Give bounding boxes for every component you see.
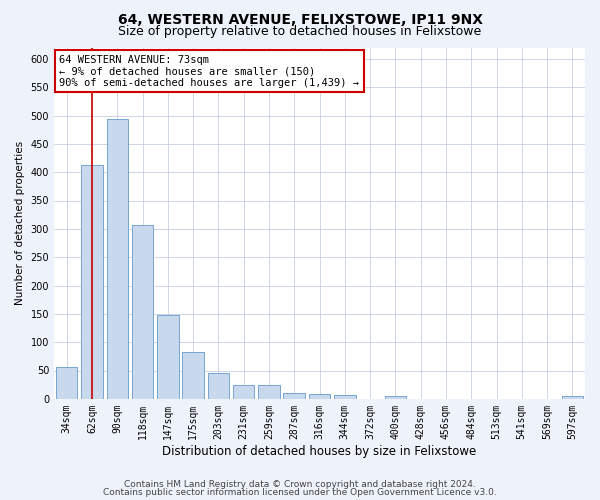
Bar bbox=[309, 394, 330, 399]
X-axis label: Distribution of detached houses by size in Felixstowe: Distribution of detached houses by size … bbox=[163, 444, 476, 458]
Text: Contains HM Land Registry data © Crown copyright and database right 2024.: Contains HM Land Registry data © Crown c… bbox=[124, 480, 476, 489]
Text: 64, WESTERN AVENUE, FELIXSTOWE, IP11 9NX: 64, WESTERN AVENUE, FELIXSTOWE, IP11 9NX bbox=[118, 12, 482, 26]
Bar bbox=[182, 352, 204, 399]
Bar bbox=[107, 120, 128, 399]
Text: Size of property relative to detached houses in Felixstowe: Size of property relative to detached ho… bbox=[118, 25, 482, 38]
Bar bbox=[132, 225, 153, 399]
Bar bbox=[233, 384, 254, 399]
Bar bbox=[157, 315, 179, 399]
Bar bbox=[81, 166, 103, 399]
Text: 64 WESTERN AVENUE: 73sqm
← 9% of detached houses are smaller (150)
90% of semi-d: 64 WESTERN AVENUE: 73sqm ← 9% of detache… bbox=[59, 54, 359, 88]
Y-axis label: Number of detached properties: Number of detached properties bbox=[15, 141, 25, 305]
Text: Contains public sector information licensed under the Open Government Licence v3: Contains public sector information licen… bbox=[103, 488, 497, 497]
Bar bbox=[258, 384, 280, 399]
Bar bbox=[385, 396, 406, 399]
Bar bbox=[283, 393, 305, 399]
Bar bbox=[208, 374, 229, 399]
Bar bbox=[562, 396, 583, 399]
Bar bbox=[334, 395, 356, 399]
Bar bbox=[56, 366, 77, 399]
